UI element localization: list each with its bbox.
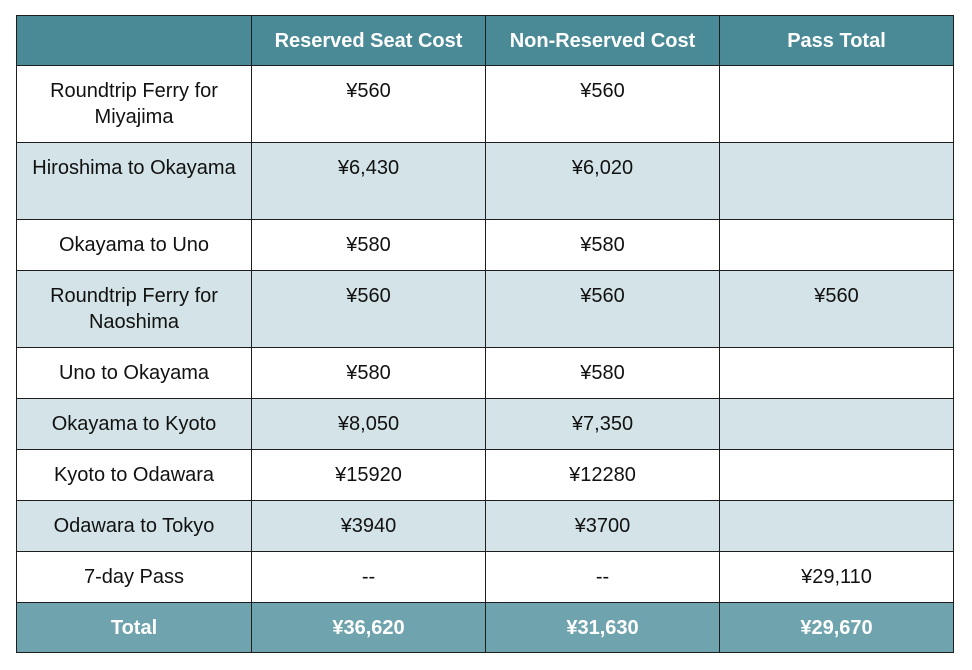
- non-reserved-cost-cell: ¥12280: [485, 449, 720, 501]
- reserved-cost-cell: --: [251, 551, 486, 603]
- total-reserved-cost: ¥36,620: [251, 602, 486, 653]
- non-reserved-cost-cell: ¥580: [485, 347, 720, 399]
- table-row: Roundtrip Ferry for Miyajima ¥560 ¥560: [16, 65, 954, 143]
- pass-total-cell: [719, 219, 954, 271]
- reserved-cost-cell: ¥6,430: [251, 142, 486, 220]
- table-body: Roundtrip Ferry for Miyajima ¥560 ¥560 H…: [16, 65, 954, 603]
- non-reserved-cost-cell: ¥3700: [485, 500, 720, 552]
- route-cell: 7-day Pass: [16, 551, 252, 603]
- non-reserved-cost-cell: ¥6,020: [485, 142, 720, 220]
- table-header: Reserved Seat Cost Non-Reserved Cost Pas…: [16, 15, 954, 66]
- route-cell: Uno to Okayama: [16, 347, 252, 399]
- pass-total-cell: ¥29,110: [719, 551, 954, 603]
- total-pass-total: ¥29,670: [719, 602, 954, 653]
- reserved-cost-cell: ¥580: [251, 219, 486, 271]
- total-non-reserved-cost: ¥31,630: [485, 602, 720, 653]
- header-row: Reserved Seat Cost Non-Reserved Cost Pas…: [16, 15, 954, 66]
- pass-total-cell: [719, 347, 954, 399]
- pass-total-cell: [719, 449, 954, 501]
- route-cell: Roundtrip Ferry for Naoshima: [16, 270, 252, 348]
- total-row: Total ¥36,620 ¥31,630 ¥29,670: [16, 602, 954, 653]
- table-row: Hiroshima to Okayama ¥6,430 ¥6,020: [16, 142, 954, 220]
- reserved-cost-cell: ¥580: [251, 347, 486, 399]
- non-reserved-cost-cell: ¥7,350: [485, 398, 720, 450]
- route-cell: Odawara to Tokyo: [16, 500, 252, 552]
- non-reserved-cost-cell: ¥580: [485, 219, 720, 271]
- non-reserved-cost-cell: ¥560: [485, 270, 720, 348]
- total-label: Total: [16, 602, 252, 653]
- table-row: 7-day Pass -- -- ¥29,110: [16, 551, 954, 603]
- reserved-cost-cell: ¥8,050: [251, 398, 486, 450]
- reserved-cost-cell: ¥3940: [251, 500, 486, 552]
- table-row: Kyoto to Odawara ¥15920 ¥12280: [16, 449, 954, 501]
- header-blank-cell: [16, 15, 252, 66]
- pass-total-cell: [719, 500, 954, 552]
- table-row: Uno to Okayama ¥580 ¥580: [16, 347, 954, 399]
- non-reserved-cost-cell: ¥560: [485, 65, 720, 143]
- header-non-reserved-cost: Non-Reserved Cost: [485, 15, 720, 66]
- reserved-cost-cell: ¥560: [251, 65, 486, 143]
- table-row: Okayama to Kyoto ¥8,050 ¥7,350: [16, 398, 954, 450]
- pass-total-cell: [719, 142, 954, 220]
- route-cell: Hiroshima to Okayama: [16, 142, 252, 220]
- table-row: Okayama to Uno ¥580 ¥580: [16, 219, 954, 271]
- route-cell: Okayama to Uno: [16, 219, 252, 271]
- table-row: Roundtrip Ferry for Naoshima ¥560 ¥560 ¥…: [16, 270, 954, 348]
- header-pass-total: Pass Total: [719, 15, 954, 66]
- table-footer: Total ¥36,620 ¥31,630 ¥29,670: [16, 602, 954, 653]
- route-cell: Kyoto to Odawara: [16, 449, 252, 501]
- route-cell: Roundtrip Ferry for Miyajima: [16, 65, 252, 143]
- pass-total-cell: [719, 398, 954, 450]
- reserved-cost-cell: ¥15920: [251, 449, 486, 501]
- header-reserved-seat-cost: Reserved Seat Cost: [251, 15, 486, 66]
- pass-total-cell: [719, 65, 954, 143]
- reserved-cost-cell: ¥560: [251, 270, 486, 348]
- table-row: Odawara to Tokyo ¥3940 ¥3700: [16, 500, 954, 552]
- non-reserved-cost-cell: --: [485, 551, 720, 603]
- pass-total-cell: ¥560: [719, 270, 954, 348]
- route-cell: Okayama to Kyoto: [16, 398, 252, 450]
- cost-comparison-table: Reserved Seat Cost Non-Reserved Cost Pas…: [16, 15, 954, 653]
